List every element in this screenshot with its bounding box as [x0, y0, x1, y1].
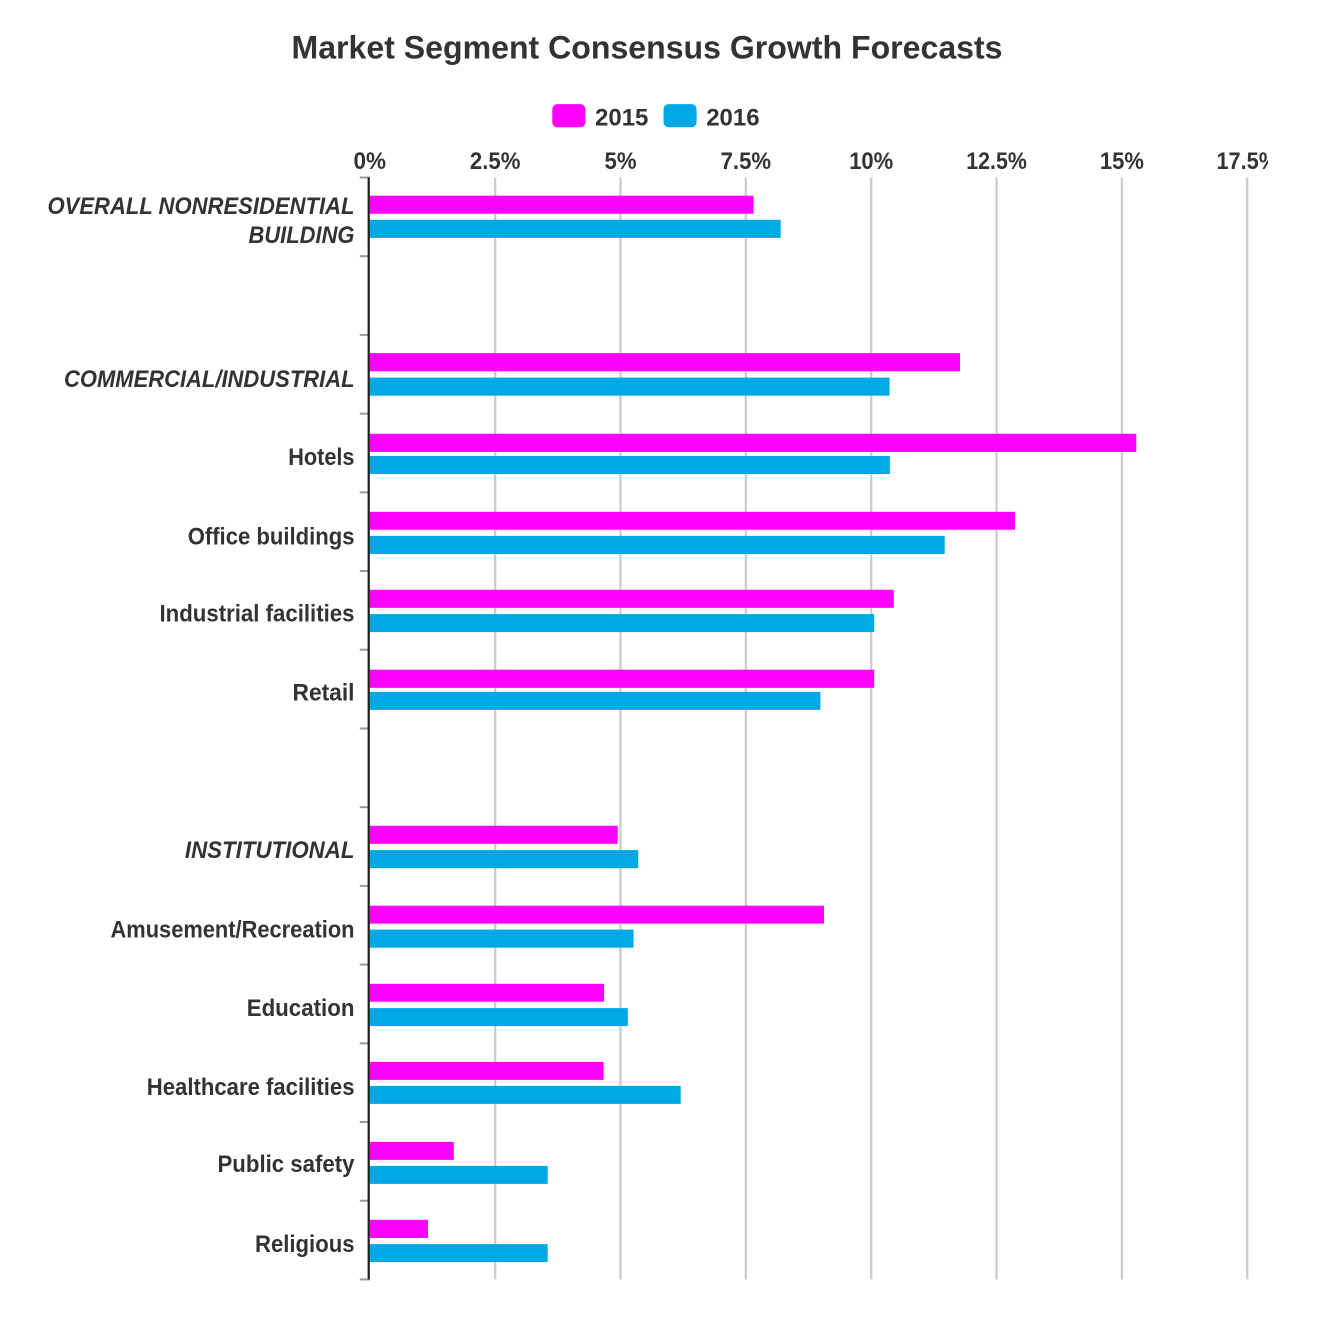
svg-text:5%: 5%: [605, 148, 637, 175]
svg-text:12.5%: 12.5%: [966, 148, 1027, 175]
svg-text:Market Segment Consensus Growt: Market Segment Consensus Growth Forecast…: [292, 29, 1003, 65]
svg-text:OVERALL NONRESIDENTIAL: OVERALL NONRESIDENTIAL: [48, 193, 355, 220]
svg-text:2016: 2016: [706, 105, 759, 132]
svg-text:15%: 15%: [1100, 148, 1144, 175]
svg-text:Industrial facilities: Industrial facilities: [160, 600, 355, 627]
svg-text:2.5%: 2.5%: [470, 148, 521, 175]
svg-text:INSTITUTIONAL: INSTITUTIONAL: [185, 837, 355, 864]
svg-text:Retail: Retail: [293, 680, 355, 707]
svg-text:10%: 10%: [849, 148, 893, 175]
svg-text:Hotels: Hotels: [288, 444, 354, 471]
svg-text:Office buildings: Office buildings: [188, 524, 355, 551]
svg-text:Healthcare facilities: Healthcare facilities: [147, 1074, 355, 1101]
svg-text:0%: 0%: [354, 148, 387, 175]
svg-text:Education: Education: [247, 995, 355, 1022]
svg-text:Amusement/Recreation: Amusement/Recreation: [111, 917, 355, 944]
svg-text:7.5%: 7.5%: [721, 148, 772, 175]
svg-text:2015: 2015: [595, 105, 648, 132]
svg-text:17.5%: 17.5%: [1217, 148, 1279, 175]
svg-text:Public safety: Public safety: [218, 1151, 356, 1178]
svg-text:BUILDING: BUILDING: [249, 222, 355, 249]
svg-text:Religious: Religious: [255, 1231, 355, 1258]
svg-text:COMMERCIAL/INDUSTRIAL: COMMERCIAL/INDUSTRIAL: [64, 366, 355, 393]
